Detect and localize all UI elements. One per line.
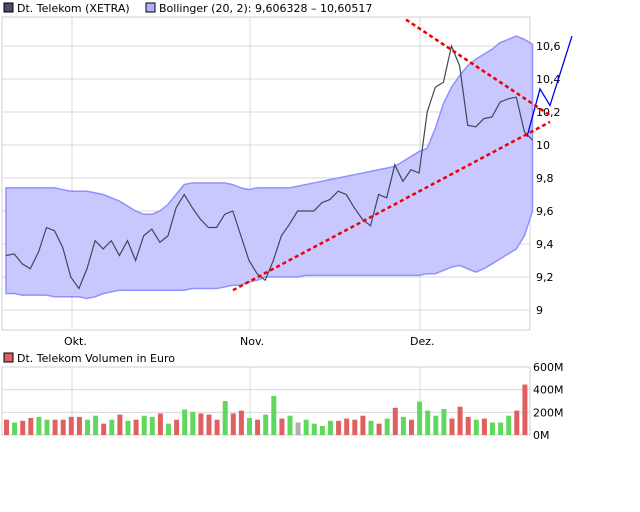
volume-bar [409,419,414,435]
volume-bar [157,413,163,435]
volume-bar [238,410,244,435]
volume-bar [68,416,74,435]
volume-bar [433,415,439,435]
volume-bar [400,416,406,435]
volume-bar [198,413,204,435]
volume-bar [206,414,212,435]
volume-bar [182,409,188,435]
volume-bar [4,419,9,435]
volume-bar [295,422,301,435]
volume-bar [352,419,358,435]
volume-bar [392,407,398,435]
volume-bar [230,413,236,435]
trendline [405,18,551,117]
volume-bar [473,419,479,435]
legend-swatch-volume [3,352,14,363]
volume-bar [60,419,66,435]
volume-bar [125,420,131,435]
y-tick-label: 9 [536,304,543,317]
volume-bar [247,418,252,435]
price-line [5,44,533,290]
volume-bar [336,420,342,435]
volume-bar [20,420,26,435]
y-tick-label: 9,8 [536,172,554,185]
volume-bar [457,406,463,435]
volume-bar [141,415,147,435]
x-tick-okt: Okt. [64,335,87,348]
volume-bar [117,414,123,435]
volume-bar [506,415,512,435]
volume-bar [360,415,366,435]
volume-bar [214,419,220,435]
volume-bar [12,422,18,435]
volume-bar [36,416,42,435]
legend-bollinger: Bollinger (20, 2): 9,606328 – 10,60517 [159,2,372,15]
volume-bar [425,410,431,435]
volume-bar [441,408,447,435]
y-tick-label: 9,6 [536,205,554,218]
volume-bar [376,423,382,435]
volume-bar [498,422,504,435]
volume-bar [109,419,115,435]
legend-volume: Dt. Telekom Volumen in Euro [17,352,175,365]
y-tick-label: 600M [533,361,564,374]
volume-bar [417,401,423,435]
volume-bar [166,423,171,435]
x-tick-dez: Dez. [410,335,435,348]
volume-bar [311,423,317,435]
volume-bar [271,395,277,435]
legend-swatch-bollinger [145,2,156,13]
x-tick-nov: Nov. [240,335,264,348]
volume-bar [93,415,99,435]
y-tick-label: 0M [533,429,550,442]
y-tick-label: 9,4 [536,238,554,251]
volume-bar [344,418,350,435]
volume-bar [449,418,455,435]
y-tick-label: 9,2 [536,271,554,284]
y-tick-label: 10 [536,139,550,152]
volume-bar [52,419,58,435]
volume-bar [303,419,309,435]
forecast-line [526,35,573,137]
y-tick-label: 200M [533,406,564,419]
volume-bar [190,411,196,435]
volume-bar [101,423,107,435]
volume-bar [384,418,390,435]
volume-bar [368,420,374,435]
volume-bar [514,410,520,435]
volume-bar [76,416,82,435]
volume-bar [44,419,50,435]
volume-bar [85,419,90,435]
volume-bar [149,416,155,435]
volume-bar [133,419,139,435]
volume-bar [222,401,228,435]
y-tick-label: 10,4 [536,73,561,86]
volume-bar [490,422,495,435]
volume-bar [481,418,487,435]
volume-bar [255,419,261,435]
legend-price: Dt. Telekom (XETRA) [17,2,130,15]
y-tick-label: 10,2 [536,106,561,119]
volume-bar [174,419,180,435]
volume-bar [328,420,333,435]
bollinger-band [5,35,534,300]
volume-bar [319,425,325,435]
volume-bar [263,414,269,435]
y-tick-label: 400M [533,384,564,397]
volume-bar [279,418,285,435]
y-tick-label: 10,6 [536,40,561,53]
volume-bar [287,415,293,435]
volume-bar [465,416,471,435]
legend-swatch-price [3,2,14,13]
volume-bar [28,418,34,435]
trendline [232,120,551,292]
volume-bar [522,384,528,435]
